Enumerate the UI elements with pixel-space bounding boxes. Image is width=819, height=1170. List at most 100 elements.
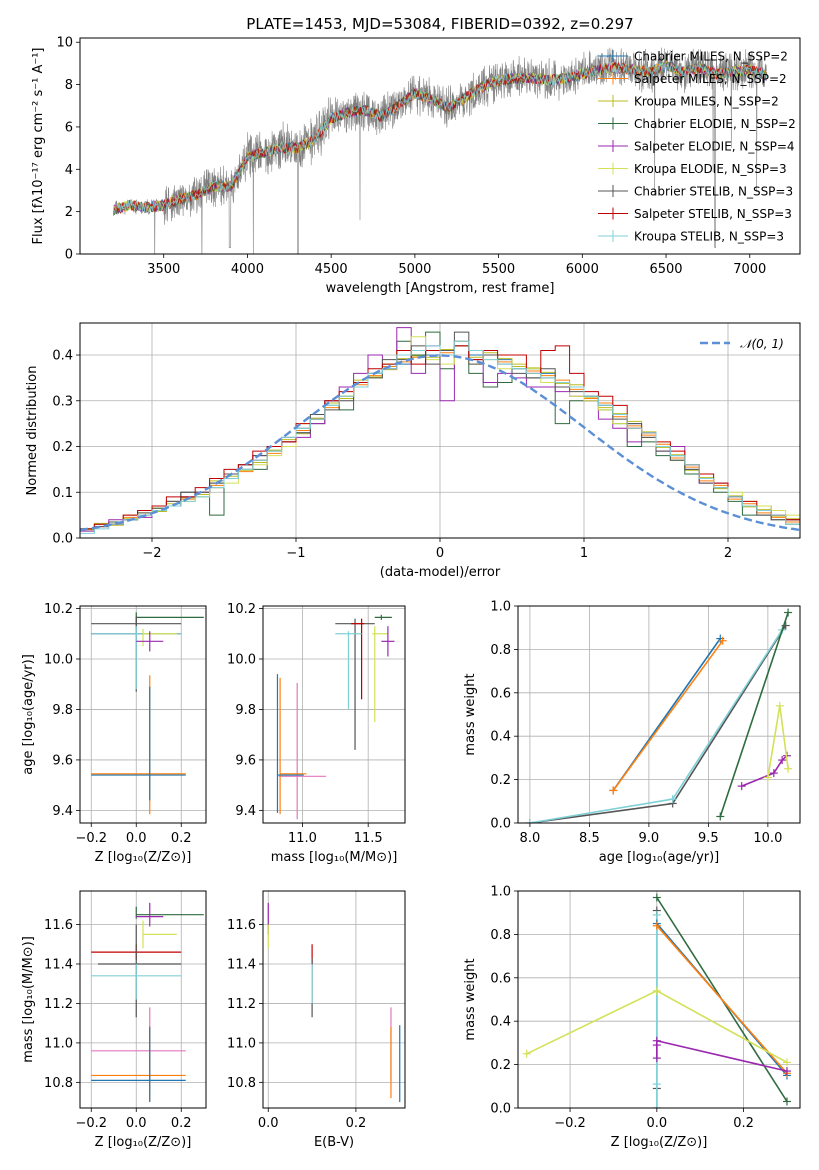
y-tick-label: 10 [56,36,73,51]
x-tick-label: 7000 [733,262,766,277]
x-tick-label: 5000 [398,262,431,277]
y-tick-label: 6 [65,120,73,135]
legend: Chabrier MILES, N_SSP=2 Salpeter MILES, N… [598,50,796,244]
x-axis-label: mass [log₁₀(M/M⊙)] [271,850,398,865]
plot-marks [91,612,204,815]
x-tick-label: 0.0 [126,831,147,846]
y-tick-label: 11.2 [44,997,73,1012]
x-tick-label: 2 [724,546,732,561]
series-line [719,612,789,817]
y-tick-label: 8 [65,78,73,93]
panel-massweight_vs_age: 8.0 8.5 9.0 9.5 10.0 0.0 0.2 0.4 0.6 0.8 1.0 age [l… [463,600,801,865]
y-tick-label: 0.4 [52,349,73,364]
y-tick-label: 0.4 [490,730,511,745]
legend-label: Salpeter MILES, N_SSP=2 [634,72,787,86]
x-tick-label: 3500 [147,262,180,277]
plot-marks [267,902,401,1103]
legend-label: Kroupa MILES, N_SSP=2 [634,95,779,109]
y-tick-label: 11.0 [227,1036,256,1051]
x-tick-label: 0.2 [346,1116,367,1131]
y-tick-label: 0.2 [490,1058,511,1073]
x-tick-label: 0.2 [171,1116,192,1131]
y-tick-label: 1.0 [490,885,511,900]
x-axis-label: age [log₁₀(age/yr)] [599,850,720,865]
x-tick-label: −1 [286,546,305,561]
y-tick-label: 0.8 [490,928,511,943]
x-tick-label: 5500 [482,262,515,277]
axes-frame [262,890,406,1109]
series-line [741,755,788,787]
error-bar [136,631,164,652]
x-tick-label: 4500 [315,262,348,277]
x-tick-label: −0.2 [75,831,107,846]
legend: 𝒩(0, 1) [700,337,784,351]
panel-mass_vs_Z: −0.2 0.0 0.2 10.8 11.0 11.2 11.4 11.6 Z [log₁₀(Z… [21,890,207,1150]
error-bar [276,674,304,813]
y-tick-label: 11.6 [227,918,256,933]
chart-title: PLATE=1453, MJD=53084, FIBERID=0392, z=0… [246,15,633,33]
y-tick-label: 10.2 [44,602,73,617]
legend-label: Salpeter STELIB, N_SSP=3 [634,207,792,221]
y-tick-label: 11.4 [44,957,73,972]
x-tick-label: 0.2 [733,1116,754,1131]
y-tick-label: 9.6 [235,753,256,768]
y-tick-label: 4 [65,163,73,178]
legend-label: Chabrier STELIB, N_SSP=3 [634,185,793,199]
y-tick-label: 0 [65,248,73,263]
x-tick-label: 6500 [649,262,682,277]
y-tick-label: 0.0 [52,532,73,547]
histogram-step [80,340,800,538]
y-axis-label: Normed distribution [25,366,40,496]
axes-frame [79,37,801,255]
x-tick-label: 9.0 [639,831,660,846]
plot-marks [113,47,767,254]
x-tick-label: −0.2 [554,1116,586,1131]
y-tick-label: 0.2 [52,440,73,455]
plot-area [518,606,800,823]
error-bar [142,628,177,647]
x-tick-label: 11.0 [288,831,317,846]
plot-marks [80,327,800,538]
axes-frame [517,890,801,1109]
error-bar [91,963,182,1000]
x-tick-label: 4000 [231,262,264,277]
y-tick-label: 0.8 [490,643,511,658]
legend-label: Chabrier MILES, N_SSP=2 [634,50,788,64]
y-tick-label: 0.2 [490,773,511,788]
y-tick-label: 11.4 [227,957,256,972]
x-tick-label: 0 [436,546,444,561]
legend-label: Chabrier ELODIE, N_SSP=2 [634,117,796,131]
x-tick-label: 1 [580,546,588,561]
error-bar [91,686,186,801]
plot-area [263,606,405,823]
error-bar [372,626,388,723]
panel-age_vs_mass: 11.0 11.5 9.4 9.6 9.8 10.0 10.2 mass [log₁₀(M/M… [227,602,406,865]
plot-marks [525,608,793,823]
legend-label: Kroupa STELIB, N_SSP=3 [634,230,784,244]
y-tick-label: 10.0 [227,652,256,667]
y-tick-label: 9.8 [52,703,73,718]
y-tick-label: 10.0 [44,652,73,667]
x-tick-label: −0.2 [75,1116,107,1131]
y-tick-label: 10.8 [44,1076,73,1091]
x-tick-label: 8.0 [520,831,541,846]
y-tick-label: 0.0 [490,1102,511,1117]
x-tick-label: 10.0 [753,831,782,846]
y-tick-label: 11.0 [44,1036,73,1051]
y-tick-label: 11.6 [44,918,73,933]
panel-residuals: −2 −1 0 1 2 0.0 0.1 0.2 0.3 0.4 (data-model)/error… [25,322,801,580]
y-tick-label: 0.6 [490,686,511,701]
y-tick-label: 0.1 [52,486,73,501]
legend-label: 𝒩(0, 1) [740,337,784,351]
y-tick-label: 1.0 [490,600,511,615]
x-axis-label: Z [log₁₀(Z/Z⊙)] [95,850,192,865]
x-tick-label: −2 [142,546,161,561]
panel-spectrum: 3500 4000 4500 5000 5500 6000 6500 7000 0 2 4 6 8 10 w… [31,15,801,296]
panel-mass_vs_ebv: 0.0 0.2 10.8 11.0 11.2 11.4 11.6 E(B-V) [227,890,406,1150]
y-tick-label: 2 [65,205,73,220]
normal-curve [80,354,800,532]
axes-frame [79,322,801,539]
error-bar [374,614,392,620]
panel-massweight_vs_Z: −0.2 0.0 0.2 0.0 0.2 0.4 0.6 0.8 1.0 Z [log₁₀(Z/Z… [463,885,801,1150]
